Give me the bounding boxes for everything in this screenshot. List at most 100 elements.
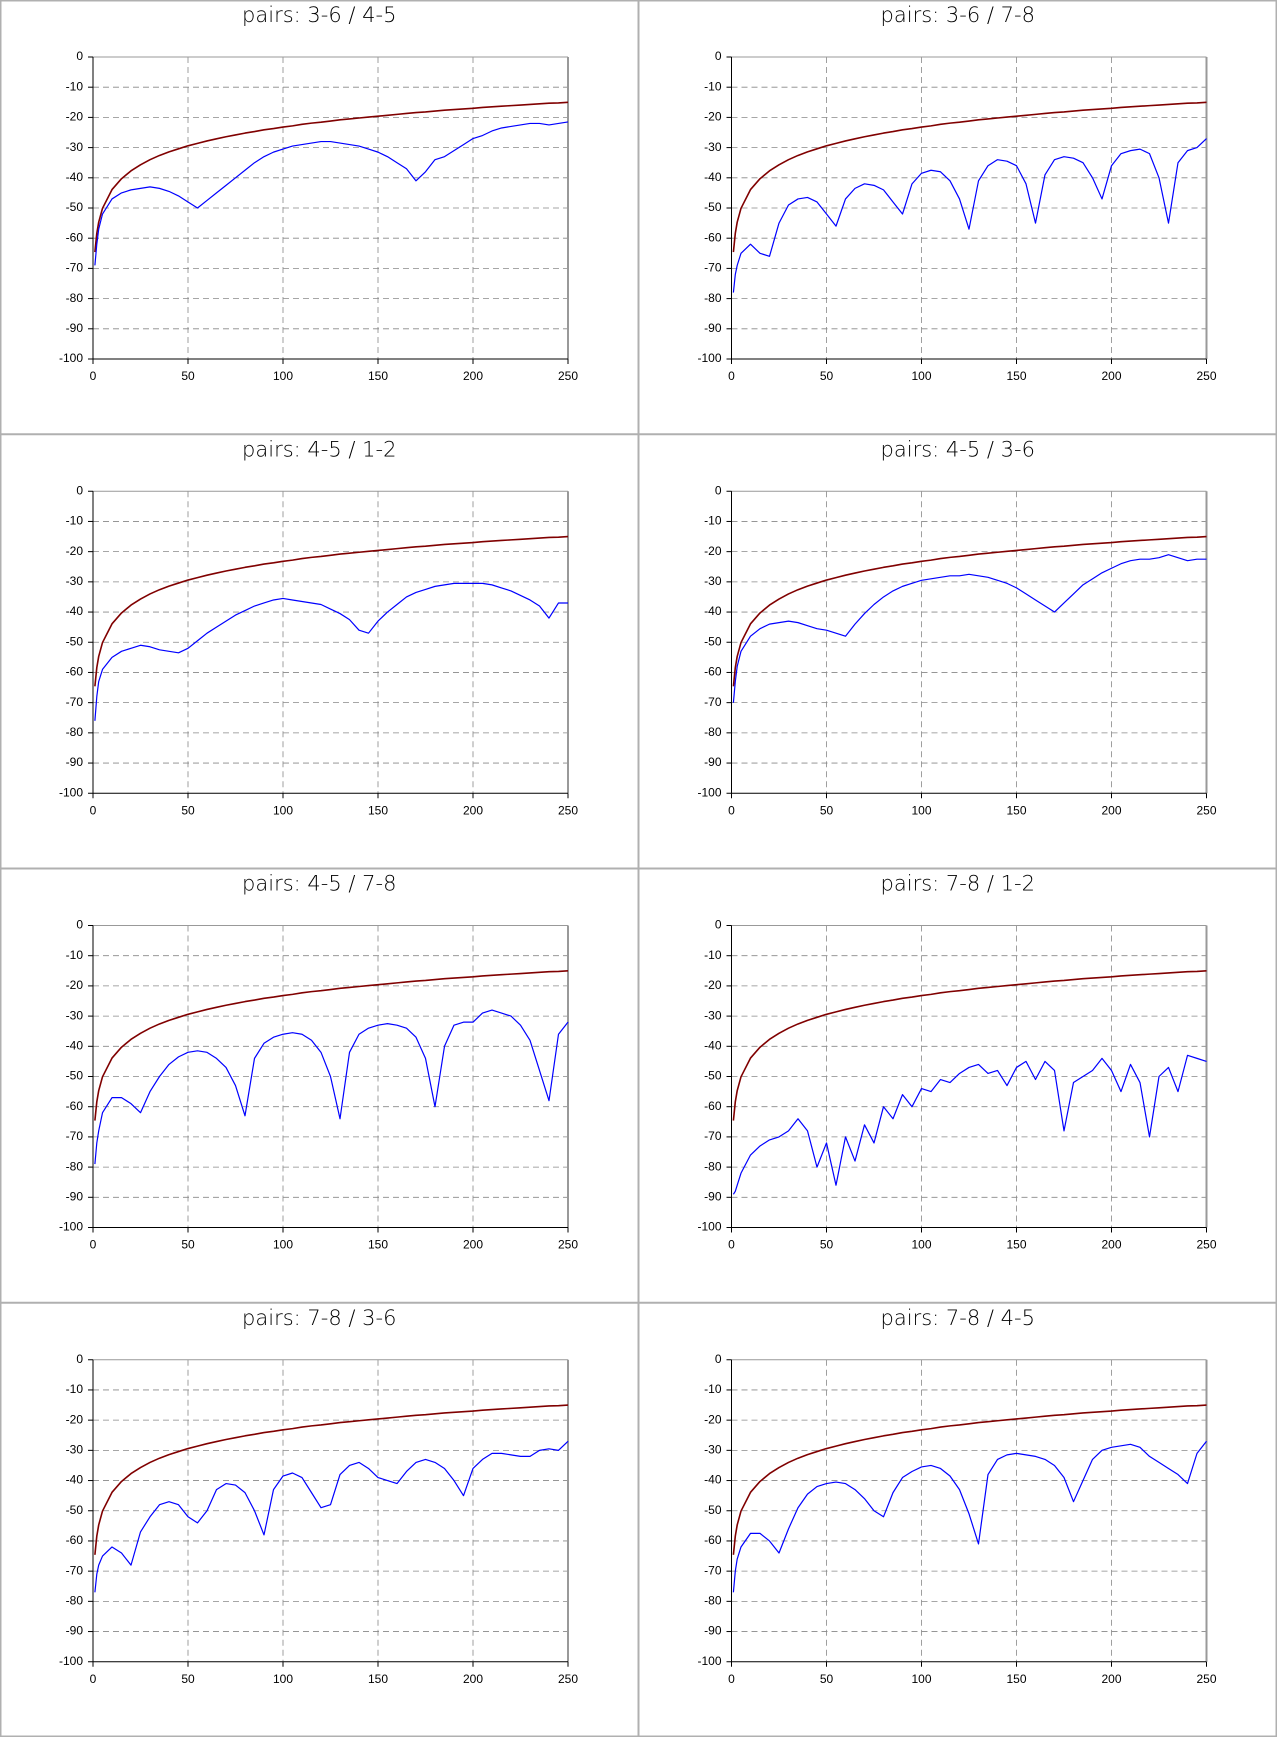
- y-tick-label: -100: [59, 351, 83, 365]
- y-tick-label: -20: [66, 1412, 84, 1426]
- y-tick-label: -80: [66, 291, 84, 305]
- y-tick-label: -80: [66, 725, 84, 739]
- y-tick-label: -20: [704, 1412, 722, 1426]
- series-line: [94, 970, 569, 1121]
- series-line: [94, 535, 569, 687]
- y-tick-label: -20: [704, 978, 722, 992]
- x-tick-label: 150: [368, 369, 388, 383]
- x-tick-label: 0: [728, 369, 735, 383]
- series-line: [94, 582, 568, 721]
- y-tick-label: -10: [66, 79, 84, 93]
- y-tick-label: -40: [66, 1473, 84, 1487]
- x-tick-label: 100: [911, 1672, 931, 1686]
- y-tick-label: -60: [704, 1099, 722, 1113]
- y-tick-label: -30: [704, 574, 722, 588]
- y-tick-label: -60: [66, 1099, 84, 1113]
- series-line: [732, 138, 1207, 293]
- series-line: [732, 1054, 1207, 1195]
- y-tick-label: 0: [715, 918, 722, 932]
- y-tick-label: -60: [66, 230, 84, 244]
- series-line: [94, 1440, 569, 1593]
- x-tick-label: 100: [273, 803, 293, 817]
- chart-title: pairs: 7-8 / 4-5: [881, 1306, 1035, 1330]
- x-tick-label: 250: [558, 1238, 578, 1252]
- y-tick-label: -10: [704, 1382, 722, 1396]
- x-tick-label: 200: [1101, 803, 1121, 817]
- y-tick-label: -30: [66, 140, 84, 154]
- y-tick-label: -20: [704, 544, 722, 558]
- y-tick-label: -90: [704, 755, 722, 769]
- y-tick-label: -30: [66, 1008, 84, 1022]
- chart-title: pairs: 4-5 / 7-8: [242, 872, 396, 896]
- x-tick-label: 250: [1196, 369, 1216, 383]
- y-tick-label: -50: [66, 200, 84, 214]
- y-tick-label: -20: [66, 110, 84, 124]
- chart-title: pairs: 7-8 / 1-2: [881, 872, 1035, 896]
- x-tick-label: 150: [1006, 1672, 1026, 1686]
- x-tick-label: 50: [820, 1238, 834, 1252]
- y-tick-label: -70: [704, 1129, 722, 1143]
- x-tick-label: 0: [90, 369, 97, 383]
- y-tick-label: -20: [66, 978, 84, 992]
- chart-cell: pairs: 7-8 / 3-6-100-90-80-70-60-50-40-3…: [59, 1306, 578, 1686]
- series-line: [94, 121, 569, 266]
- x-tick-label: 200: [1101, 1238, 1121, 1252]
- x-tick-label: 0: [90, 1672, 97, 1686]
- y-tick-label: -90: [704, 1624, 722, 1638]
- y-tick-label: -70: [704, 261, 722, 275]
- y-tick-label: -100: [697, 351, 721, 365]
- chart-title: pairs: 3-6 / 7-8: [881, 3, 1035, 27]
- y-tick-label: -60: [66, 665, 84, 679]
- x-tick-label: 200: [463, 369, 483, 383]
- x-tick-label: 100: [911, 369, 931, 383]
- y-tick-label: -10: [704, 514, 722, 528]
- x-tick-label: 0: [728, 1238, 735, 1252]
- y-tick-label: 0: [76, 49, 83, 63]
- x-tick-label: 150: [368, 803, 388, 817]
- y-tick-label: 0: [76, 918, 83, 932]
- x-tick-label: 50: [181, 1238, 195, 1252]
- y-tick-label: -50: [704, 200, 722, 214]
- y-tick-label: -50: [66, 1069, 84, 1083]
- series-line: [732, 101, 1207, 253]
- y-tick-label: -50: [704, 1503, 722, 1517]
- y-tick-label: -80: [704, 1594, 722, 1608]
- y-tick-label: -40: [704, 1473, 722, 1487]
- y-tick-label: -80: [66, 1159, 84, 1173]
- x-tick-label: 50: [181, 1672, 195, 1686]
- x-tick-label: 200: [1101, 1672, 1121, 1686]
- series-line: [732, 554, 1207, 703]
- y-tick-label: 0: [715, 1352, 722, 1366]
- y-tick-label: -100: [697, 1654, 721, 1668]
- y-tick-label: -40: [704, 1038, 722, 1052]
- y-tick-label: -100: [697, 1220, 721, 1234]
- y-tick-label: -60: [704, 230, 722, 244]
- y-tick-label: -70: [66, 1129, 84, 1143]
- y-tick-label: -90: [704, 1189, 722, 1203]
- y-tick-label: -90: [66, 755, 84, 769]
- y-tick-label: -40: [704, 604, 722, 618]
- chart-title: pairs: 4-5 / 1-2: [242, 437, 396, 461]
- x-tick-label: 250: [1196, 1238, 1216, 1252]
- y-tick-label: 0: [715, 483, 722, 497]
- y-tick-label: -90: [66, 1189, 84, 1203]
- y-tick-label: -10: [66, 1382, 84, 1396]
- x-tick-label: 250: [558, 1672, 578, 1686]
- y-tick-label: -10: [704, 79, 722, 93]
- y-tick-label: -70: [66, 1563, 84, 1577]
- y-tick-label: 0: [715, 49, 722, 63]
- x-tick-label: 150: [1006, 369, 1026, 383]
- chart-cell: pairs: 7-8 / 4-5-100-90-80-70-60-50-40-3…: [697, 1306, 1216, 1686]
- y-tick-label: -60: [704, 1533, 722, 1547]
- series-line: [732, 970, 1207, 1121]
- y-tick-label: -10: [66, 948, 84, 962]
- x-tick-label: 100: [273, 1672, 293, 1686]
- x-tick-label: 100: [911, 803, 931, 817]
- chart-title: pairs: 3-6 / 4-5: [242, 3, 396, 27]
- series-line: [94, 1404, 569, 1555]
- y-tick-label: -30: [704, 1443, 722, 1457]
- x-tick-label: 150: [368, 1238, 388, 1252]
- y-tick-label: -100: [59, 1220, 83, 1234]
- y-tick-label: -30: [704, 140, 722, 154]
